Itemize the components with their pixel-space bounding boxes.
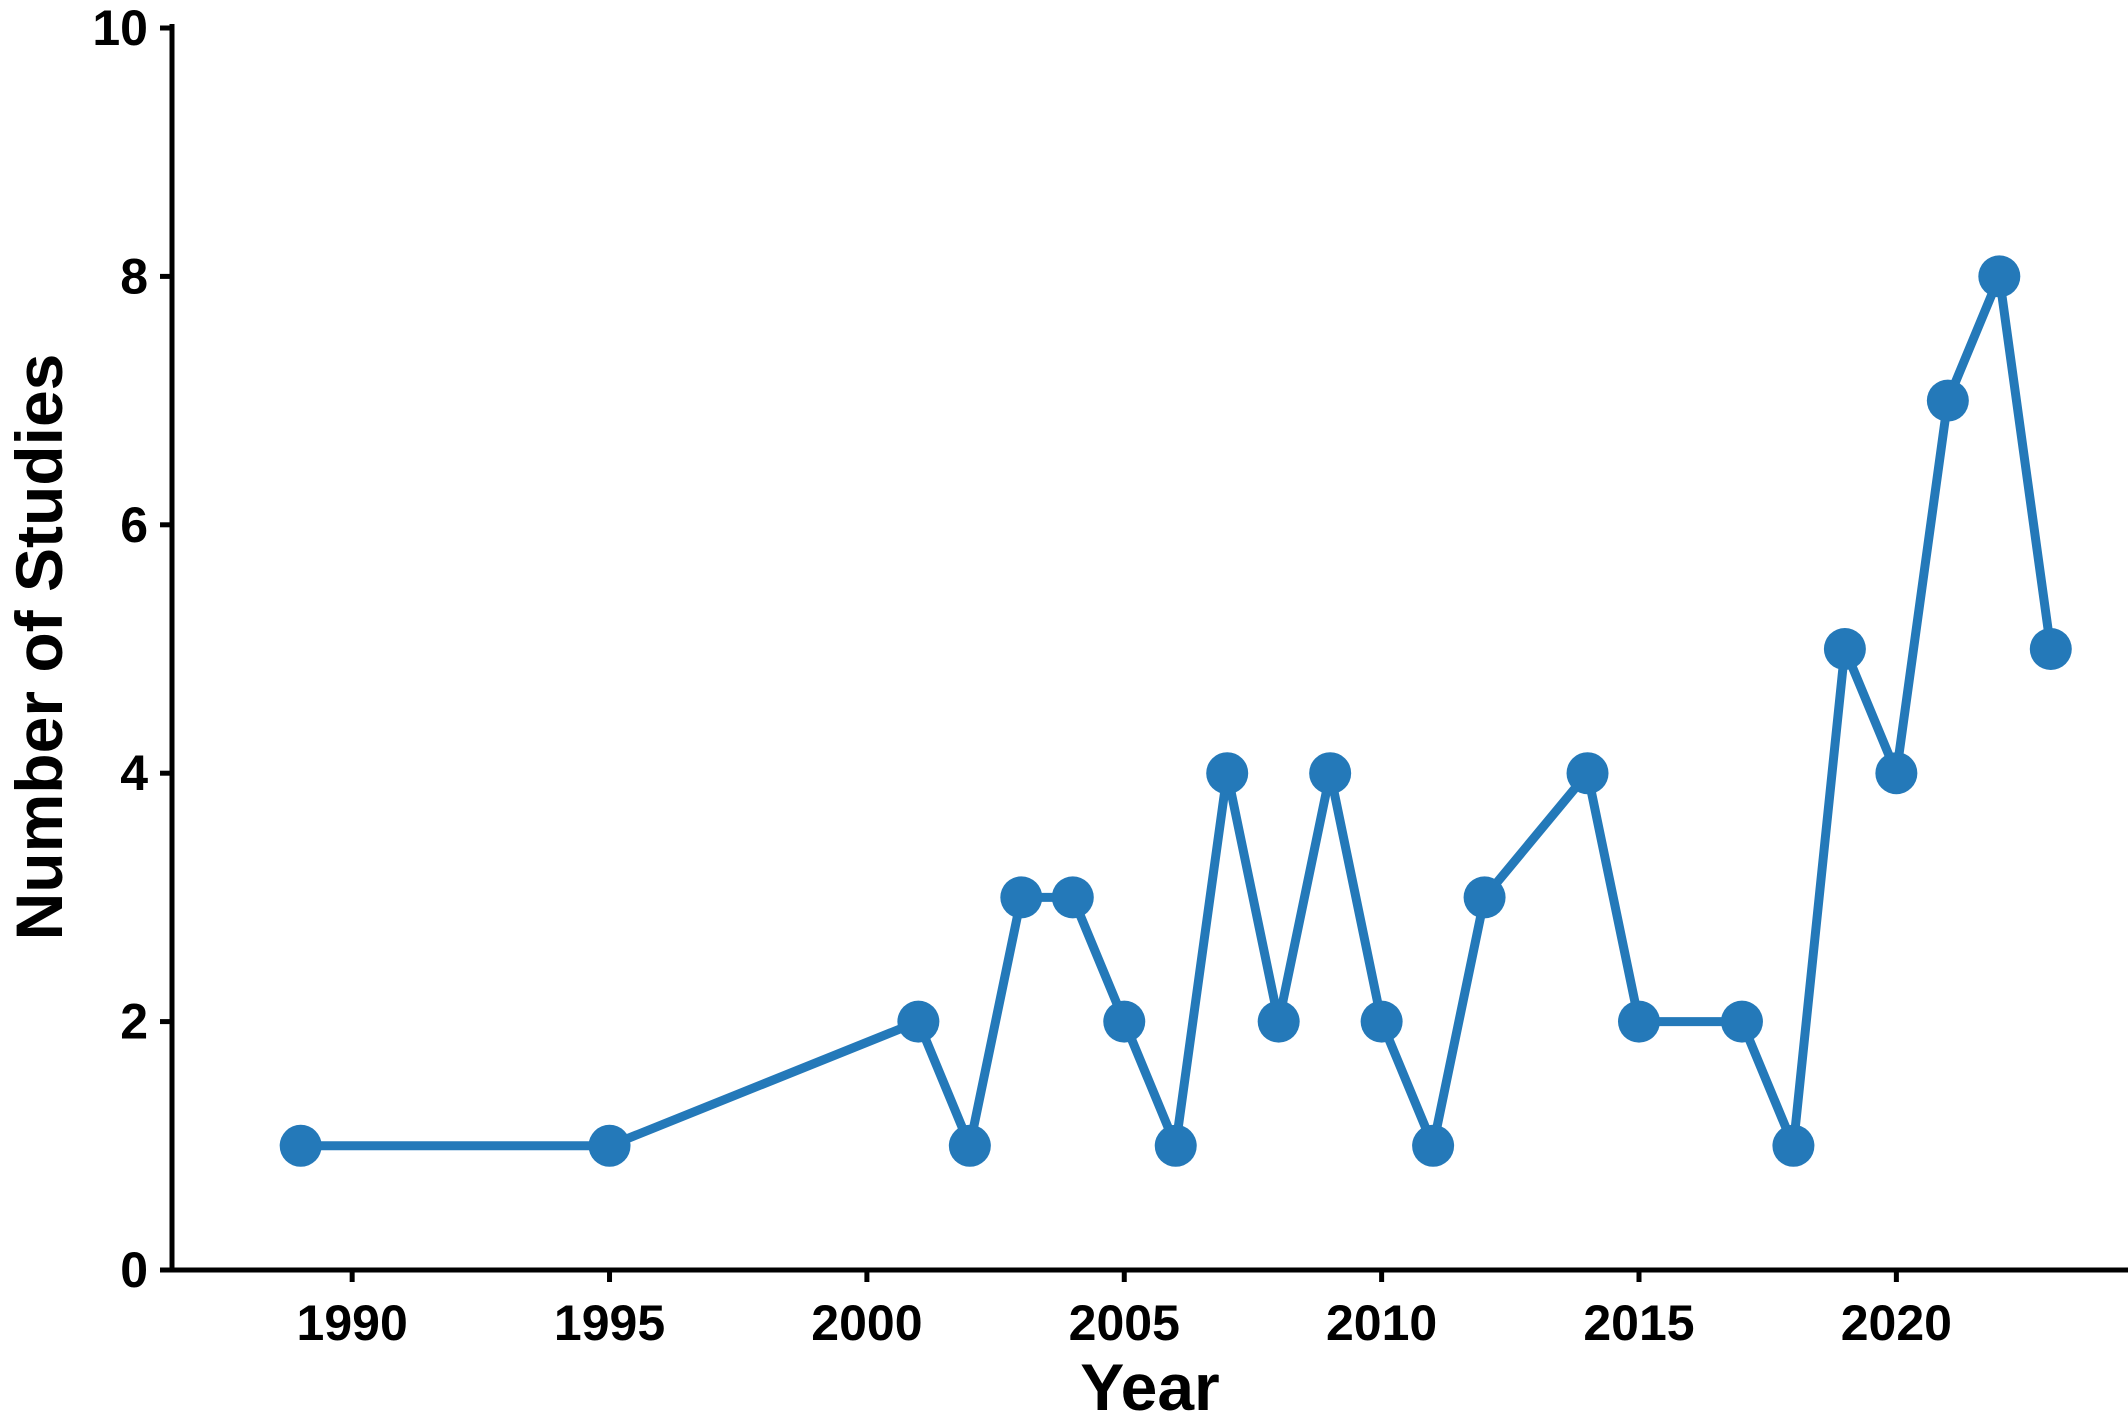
y-tick-label: 2 <box>120 994 148 1050</box>
x-axis-title: Year <box>1080 1350 1219 1422</box>
data-point <box>1309 752 1352 795</box>
x-tick-label: 2005 <box>1069 1295 1180 1351</box>
data-point <box>1978 255 2021 298</box>
data-point <box>1051 876 1094 919</box>
data-point <box>948 1124 991 1167</box>
data-point <box>1566 752 1609 795</box>
data-point <box>588 1124 631 1167</box>
x-tick-label: 2000 <box>811 1295 922 1351</box>
data-point <box>897 1000 940 1043</box>
data-point <box>1720 1000 1763 1043</box>
data-point <box>1823 628 1866 670</box>
series-layer <box>279 255 2072 1167</box>
data-point <box>1772 1124 1815 1167</box>
x-tick-label: 2010 <box>1326 1295 1437 1351</box>
axes: 0 2 4 6 8 10 1990 1995 2000 2005 2010 2015 2020 <box>92 0 2128 1351</box>
y-tick-label: 6 <box>120 497 148 553</box>
y-tick-label: 0 <box>120 1242 148 1298</box>
data-point <box>2029 628 2072 670</box>
y-tick-label: 8 <box>120 248 148 304</box>
y-tick-label: 10 <box>92 0 148 56</box>
data-point <box>279 1124 322 1167</box>
series-line <box>296 271 2056 1151</box>
data-point <box>1360 1000 1403 1043</box>
data-point <box>1154 1124 1197 1167</box>
data-point <box>1257 1000 1300 1043</box>
x-tick-label: 1995 <box>554 1295 665 1351</box>
data-point <box>1875 752 1918 795</box>
data-point <box>1463 876 1506 919</box>
data-point <box>1000 876 1043 919</box>
x-tick-label: 2020 <box>1841 1295 1952 1351</box>
y-tick-label: 4 <box>120 745 148 801</box>
data-point <box>1103 1000 1146 1043</box>
x-tick-label: 2015 <box>1583 1295 1694 1351</box>
x-tick-label: 1990 <box>297 1295 408 1351</box>
data-point <box>1926 379 1969 422</box>
data-point <box>1206 752 1249 795</box>
data-point <box>1412 1124 1455 1167</box>
data-point <box>1618 1000 1660 1043</box>
y-axis-title: Number of Studies <box>2 354 76 941</box>
